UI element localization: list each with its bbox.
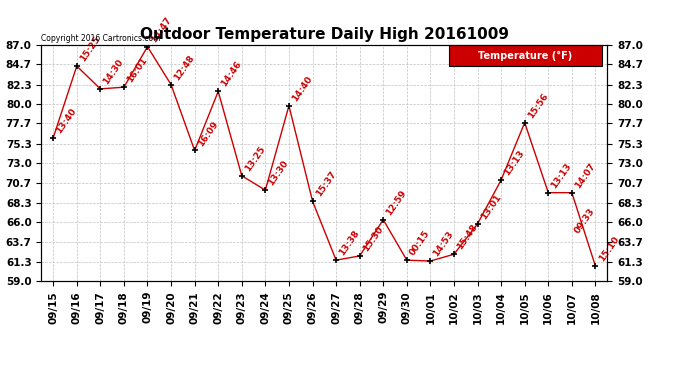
Text: 14:40: 14:40 <box>290 74 314 103</box>
Text: 13:25: 13:25 <box>243 144 267 173</box>
Text: 15:10: 15:10 <box>597 235 620 263</box>
Text: 15:56: 15:56 <box>526 91 550 120</box>
Text: 13:40: 13:40 <box>55 106 79 135</box>
Text: 13:01: 13:01 <box>479 193 502 221</box>
Bar <box>448 45 602 66</box>
Text: 15:37: 15:37 <box>314 170 338 198</box>
Text: 00:15: 00:15 <box>408 229 432 257</box>
Text: 13:13: 13:13 <box>502 148 526 177</box>
Title: Outdoor Temperature Daily High 20161009: Outdoor Temperature Daily High 20161009 <box>140 27 509 42</box>
Text: 13:30: 13:30 <box>267 159 290 188</box>
Text: 14:53: 14:53 <box>432 230 455 258</box>
Text: Temperature (°F): Temperature (°F) <box>478 51 572 61</box>
Text: Copyright 2016 Cartronics.com: Copyright 2016 Cartronics.com <box>41 34 161 43</box>
Text: 14:46: 14:46 <box>219 60 244 88</box>
Text: 15:48: 15:48 <box>455 223 480 252</box>
Text: 14:07: 14:07 <box>573 161 597 190</box>
Text: 09:33: 09:33 <box>573 207 597 235</box>
Text: 12:59: 12:59 <box>384 188 408 217</box>
Text: 16:01: 16:01 <box>126 56 149 84</box>
Text: 14:47: 14:47 <box>149 15 173 44</box>
Text: 13:38: 13:38 <box>337 229 362 257</box>
Text: 14:30: 14:30 <box>101 57 126 86</box>
Text: 13:13: 13:13 <box>550 161 573 190</box>
Text: 16:09: 16:09 <box>196 119 220 148</box>
Text: 12:48: 12:48 <box>172 53 197 82</box>
Text: 15:25: 15:25 <box>78 35 102 63</box>
Text: 15:30: 15:30 <box>361 225 385 253</box>
